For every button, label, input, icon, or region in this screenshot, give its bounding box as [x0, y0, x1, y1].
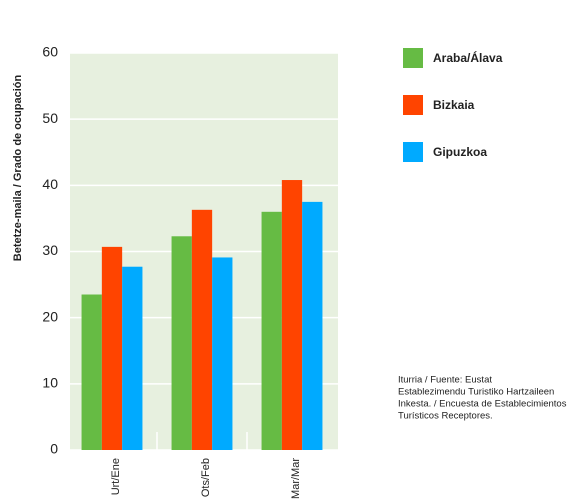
x-tick-label: Ots/Feb — [200, 458, 212, 497]
legend-label: Gipuzkoa — [433, 145, 487, 159]
source-note: Establezimendu Turistiko Hartzaileen — [398, 387, 554, 398]
y-tick-label: 60 — [42, 44, 58, 60]
y-tick-label: 40 — [42, 176, 58, 192]
y-tick-label: 50 — [42, 110, 58, 126]
bar — [171, 236, 192, 450]
legend-label: Bizkaia — [433, 98, 475, 112]
bar — [122, 266, 143, 450]
bar — [101, 246, 123, 450]
legend-swatch — [403, 48, 423, 68]
bar — [212, 257, 233, 450]
bar — [81, 294, 102, 450]
legend-label: Araba/Álava — [433, 50, 503, 65]
bars — [81, 180, 323, 451]
legend-swatch — [403, 95, 423, 115]
y-tick-label: 0 — [50, 441, 58, 457]
legend-swatch — [403, 142, 423, 162]
source-note: Turísticos Receptores. — [398, 411, 493, 422]
bar — [261, 211, 282, 450]
x-tick-label: Urt/Ene — [110, 458, 122, 495]
bar — [191, 209, 213, 450]
source-note: Inkesta. / Encuesta de Establecimientos — [398, 399, 567, 410]
bar — [302, 201, 323, 450]
x-tick-label: Mar/Mar — [290, 458, 302, 499]
y-axis-label: Betetze-maila / Grado de ocupación — [12, 75, 24, 262]
y-tick-label: 10 — [42, 375, 58, 391]
y-tick-label: 30 — [42, 242, 58, 258]
bar — [281, 180, 303, 451]
y-tick-label: 20 — [42, 308, 58, 324]
source-note: Iturria / Fuente: Eustat — [398, 375, 492, 386]
